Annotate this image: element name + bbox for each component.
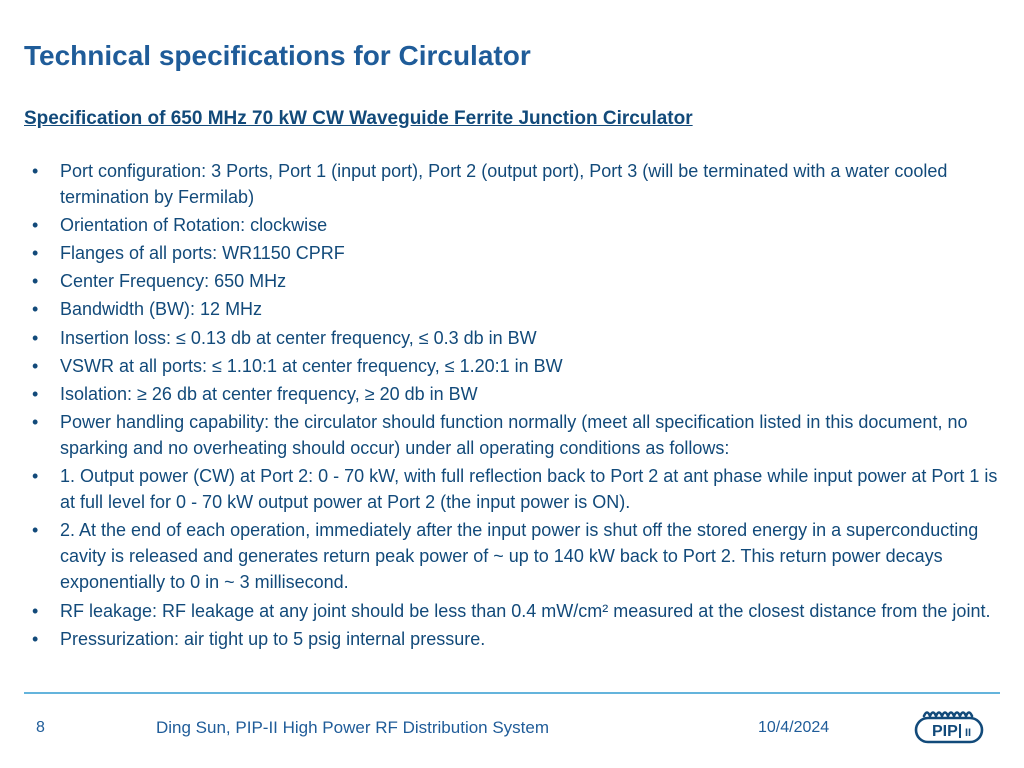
spec-list: Port configuration: 3 Ports, Port 1 (inp… xyxy=(24,158,1000,652)
footer-author-title: Ding Sun, PIP-II High Power RF Distribut… xyxy=(96,718,758,738)
list-item: Insertion loss: ≤ 0.13 db at center freq… xyxy=(60,325,1000,351)
list-item: Pressurization: air tight up to 5 psig i… xyxy=(60,626,1000,652)
slide: Technical specifications for Circulator … xyxy=(0,0,1024,768)
slide-footer: 8 Ding Sun, PIP-II High Power RF Distrib… xyxy=(0,692,1024,750)
list-item: 1. Output power (CW) at Port 2: 0 - 70 k… xyxy=(60,463,1000,515)
footer-row: 8 Ding Sun, PIP-II High Power RF Distrib… xyxy=(24,706,1000,750)
list-item: Bandwidth (BW): 12 MHz xyxy=(60,296,1000,322)
list-item: RF leakage: RF leakage at any joint shou… xyxy=(60,598,1000,624)
list-item: Center Frequency: 650 MHz xyxy=(60,268,1000,294)
spec-subheading: Specification of 650 MHz 70 kW CW Wavegu… xyxy=(24,108,1000,130)
slide-title: Technical specifications for Circulator xyxy=(24,40,1000,72)
footer-date: 10/4/2024 xyxy=(758,719,898,737)
list-item: Orientation of Rotation: clockwise xyxy=(60,212,1000,238)
list-item: Flanges of all ports: WR1150 CPRF xyxy=(60,240,1000,266)
pip-ii-logo: PIP II xyxy=(898,706,988,750)
list-item: Power handling capability: the circulato… xyxy=(60,409,1000,461)
logo-text: PIP xyxy=(932,723,958,740)
list-item: VSWR at all ports: ≤ 1.10:1 at center fr… xyxy=(60,353,1000,379)
list-item: Isolation: ≥ 26 db at center frequency, … xyxy=(60,381,1000,407)
logo-suffix: II xyxy=(965,727,971,739)
list-item: Port configuration: 3 Ports, Port 1 (inp… xyxy=(60,158,1000,210)
page-number: 8 xyxy=(36,719,96,737)
list-item: 2. At the end of each operation, immedia… xyxy=(60,517,1000,595)
footer-divider xyxy=(24,692,1000,694)
